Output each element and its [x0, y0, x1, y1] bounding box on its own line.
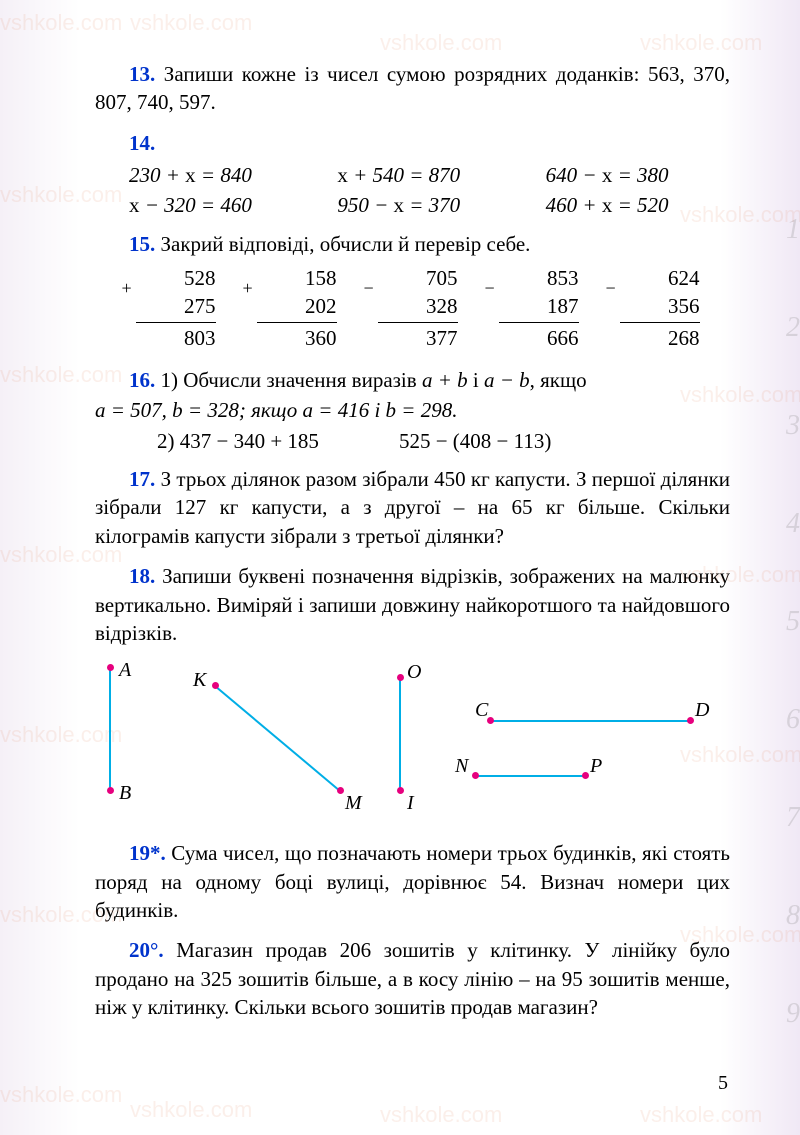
task-text: Запиши буквені позначення відрізків, зоб…: [95, 564, 730, 645]
equation: 950 − x = 370: [337, 191, 521, 219]
endpoint-dot: [472, 772, 479, 779]
side-index-tabs: 1 2 3 4 5 6 7 8 9: [786, 200, 800, 1044]
arithmetic-column: −705328377: [378, 264, 458, 352]
line-segment: [214, 685, 340, 792]
side-tab: 4: [786, 494, 800, 554]
watermark-text: vshkole.com: [0, 1080, 122, 1110]
expression: 525 − (408 − 113): [399, 427, 551, 455]
task-16-line2: a = 507, b = 328; якщо a = 416 і b = 298…: [95, 396, 730, 424]
expr: a − b: [484, 368, 530, 392]
watermark-text: vshkole.com: [380, 1100, 502, 1130]
side-tab: 5: [786, 592, 800, 652]
task-number: 15.: [129, 232, 155, 256]
endpoint-dot: [397, 787, 404, 794]
task-number: 18.: [129, 564, 155, 588]
point-label: P: [590, 753, 602, 780]
endpoint-dot: [107, 664, 114, 671]
line-segment: [109, 668, 111, 791]
task-text: Магазин продав 206 зошитів у клітинку. У…: [95, 938, 730, 1019]
segments-diagram: A B K M O I C D N P: [95, 655, 730, 825]
text: 1) Обчисли значення виразів: [161, 368, 422, 392]
endpoint-dot: [397, 674, 404, 681]
line-segment: [399, 678, 401, 791]
task-number: 13.: [129, 62, 155, 86]
point-label: N: [455, 753, 468, 780]
watermark-text: vshkole.com: [130, 1095, 252, 1125]
line-segment: [475, 775, 585, 777]
side-tab: 1: [786, 200, 800, 260]
task-text: З трьох ділянок разом зібрали 450 кг кап…: [95, 467, 730, 548]
arithmetic-column: +528275803: [136, 264, 216, 352]
point-label: B: [119, 780, 131, 807]
side-tab: 6: [786, 690, 800, 750]
line-segment: [490, 720, 690, 722]
equation: x + 540 = 870: [337, 161, 521, 189]
condition: a = 507, b = 328; якщо a = 416 і b = 298…: [95, 398, 457, 422]
task-number: 14.: [129, 131, 155, 155]
point-label: C: [475, 697, 488, 724]
text: i: [468, 368, 484, 392]
watermark-text: vshkole.com: [0, 8, 122, 38]
task-20: 20°. Магазин продав 206 зошитів у клітин…: [95, 936, 730, 1021]
task-text: Закрий відповіді, обчисли й перевір себе…: [161, 232, 531, 256]
arithmetic-column: −624356268: [620, 264, 700, 352]
page-number: 5: [718, 1070, 728, 1097]
side-tab: 9: [786, 984, 800, 1044]
point-label: A: [119, 657, 131, 684]
equation: 230 + x = 840: [129, 161, 313, 189]
task-text: Запиши кожне із чисел сумою розрядних до…: [95, 62, 730, 114]
point-label: K: [193, 667, 206, 694]
task-number: 17.: [129, 467, 155, 491]
side-tab: 8: [786, 886, 800, 946]
watermark-text: vshkole.com: [0, 180, 122, 210]
task-number: 16.: [129, 368, 155, 392]
equation: x − 320 = 460: [129, 191, 313, 219]
expression: 2) 437 − 340 + 185: [157, 427, 319, 455]
arithmetic-column: +158202360: [257, 264, 337, 352]
point-label: O: [407, 659, 421, 686]
task-number: 19*.: [129, 841, 166, 865]
equation: 640 − x = 380: [546, 161, 730, 189]
task-14-equations: 230 + x = 840 x + 540 = 870 640 − x = 380 x…: [129, 161, 730, 220]
watermark-text: vshkole.com: [640, 1100, 762, 1130]
task-17: 17. З трьох ділянок разом зібрали 450 кг…: [95, 465, 730, 550]
side-tab: 3: [786, 396, 800, 456]
arithmetic-column: −853187666: [499, 264, 579, 352]
equation: 460 + x = 520: [546, 191, 730, 219]
watermark-text: vshkole.com: [640, 28, 762, 58]
task-text: Сума чисел, що позначають номери трьох б…: [95, 841, 730, 922]
watermark-text: vshkole.com: [130, 8, 252, 38]
task-15-arithmetic: +528275803 +158202360 −705328377 −853187666…: [115, 264, 720, 352]
endpoint-dot: [582, 772, 589, 779]
point-label: M: [345, 790, 362, 817]
point-label: D: [695, 697, 709, 724]
task-13: 13. Запиши кожне із чисел сумою розрядни…: [95, 60, 730, 117]
watermark-text: vshkole.com: [380, 28, 502, 58]
task-18: 18. Запиши буквені позначення відрізків,…: [95, 562, 730, 647]
task-15: 15. Закрий відповіді, обчисли й перевір …: [95, 230, 730, 258]
side-tab: 2: [786, 298, 800, 358]
expr: a + b: [422, 368, 468, 392]
endpoint-dot: [687, 717, 694, 724]
endpoint-dot: [337, 787, 344, 794]
side-tab: 7: [786, 788, 800, 848]
task-16-expressions: 2) 437 − 340 + 185 525 − (408 − 113): [157, 427, 730, 455]
point-label: I: [407, 790, 414, 817]
task-16-line1: 16. 1) Обчисли значення виразів a + b i …: [95, 366, 730, 394]
endpoint-dot: [107, 787, 114, 794]
task-14-header: 14.: [95, 129, 730, 157]
text: , якщо: [530, 368, 587, 392]
task-19: 19*. Сума чисел, що позначають номери тр…: [95, 839, 730, 924]
task-number: 20°.: [129, 938, 164, 962]
